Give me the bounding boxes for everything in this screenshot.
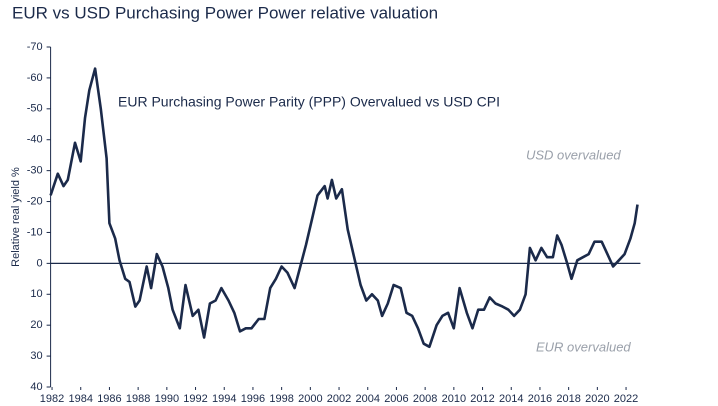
annotation: EUR overvalued bbox=[536, 339, 631, 354]
y-tick-label: -20 bbox=[27, 195, 43, 207]
y-tick-label: 20 bbox=[30, 319, 42, 331]
x-tick-label: 1982 bbox=[40, 393, 64, 405]
x-tick-label: 2012 bbox=[470, 393, 494, 405]
x-tick-label: 2000 bbox=[298, 393, 322, 405]
x-tick-label: 1990 bbox=[155, 393, 179, 405]
line bbox=[49, 67, 639, 349]
y-tick-label: 10 bbox=[30, 288, 42, 300]
y-tick-label: -40 bbox=[27, 134, 43, 146]
x-tick-label: 1988 bbox=[126, 393, 150, 405]
annotation: USD overvalued bbox=[526, 147, 621, 162]
x-tick-label: 1992 bbox=[183, 393, 207, 405]
x-tick-label: 2008 bbox=[413, 393, 437, 405]
x-tick-label: 2022 bbox=[614, 393, 638, 405]
x-tick-label: 1984 bbox=[68, 393, 92, 405]
y-tick-label: 30 bbox=[30, 350, 42, 362]
x-tick-label: 1986 bbox=[97, 393, 121, 405]
x-tick-label: 2004 bbox=[356, 393, 380, 405]
x-tick-label: 2006 bbox=[384, 393, 408, 405]
x-tick-label: 2020 bbox=[585, 393, 609, 405]
x-tick-label: 2002 bbox=[327, 393, 351, 405]
chart-title: EUR vs USD Purchasing Power Power relati… bbox=[12, 3, 438, 22]
y-tick-label: 40 bbox=[30, 381, 42, 393]
annotation: EUR Purchasing Power Parity (PPP) Overva… bbox=[118, 94, 500, 110]
x-tick-label: 1994 bbox=[212, 393, 236, 405]
y-tick-label: -50 bbox=[27, 103, 43, 115]
y-tick-label: -30 bbox=[27, 165, 43, 177]
x-tick-label: 1998 bbox=[269, 393, 293, 405]
x-tick-label: 1996 bbox=[241, 393, 265, 405]
y-tick-label: -70 bbox=[27, 41, 43, 53]
x-tick-label: 2010 bbox=[442, 393, 466, 405]
y-tick-label: -10 bbox=[27, 226, 43, 238]
x-tick-label: 2018 bbox=[556, 393, 580, 405]
x-tick-label: 2016 bbox=[528, 393, 552, 405]
y-axis-label: Relative real yield % bbox=[10, 167, 22, 267]
x-tick-label: 2014 bbox=[499, 393, 523, 405]
y-tick-label: -60 bbox=[27, 72, 43, 84]
y-tick-label: 0 bbox=[36, 257, 42, 269]
